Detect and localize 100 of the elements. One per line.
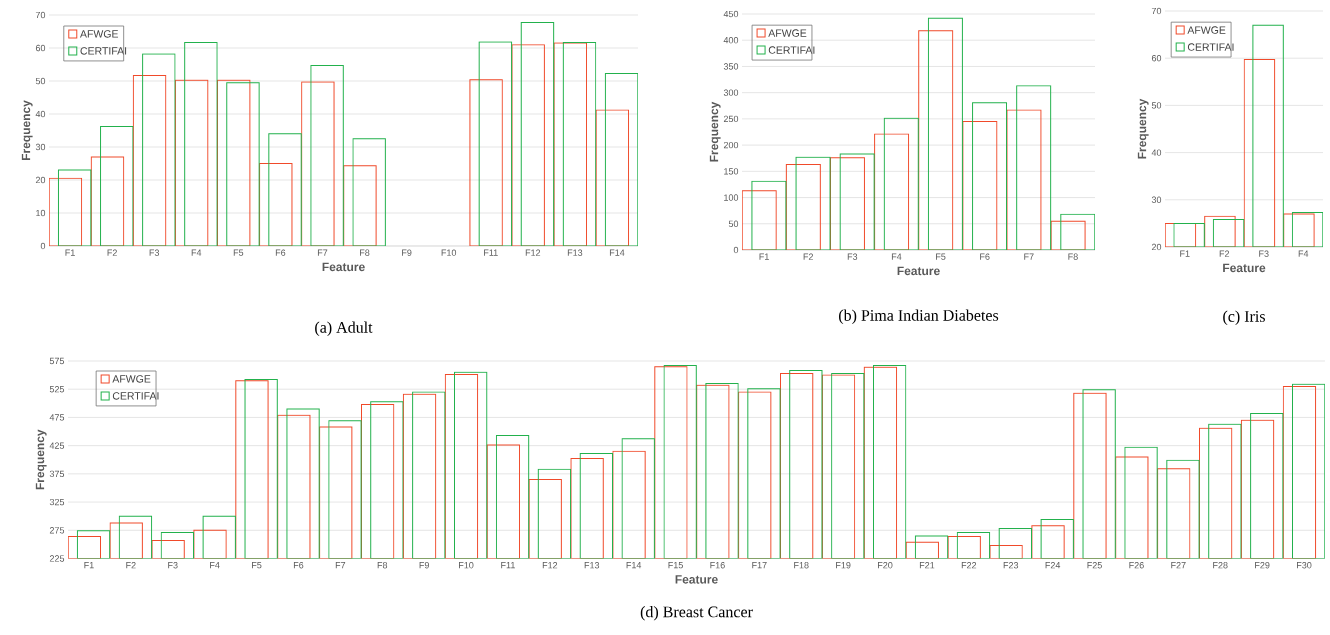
- bar: [310, 64, 344, 246]
- bar: [1060, 213, 1095, 250]
- y-tick-label: 10: [36, 209, 46, 217]
- x-tick-label: F5: [936, 253, 946, 260]
- y-tick-label: 60: [35, 44, 46, 52]
- y-tick-label: 325: [49, 498, 65, 506]
- x-tick-label: F9: [402, 249, 412, 256]
- y-tick-label: 70: [35, 11, 46, 19]
- x-tick-label: F17: [752, 562, 767, 569]
- x-tick-label: F1: [84, 562, 94, 569]
- x-tick-label: F8: [377, 562, 388, 569]
- legend-label: CERTIFAI: [768, 46, 815, 54]
- x-tick-label: F2: [107, 249, 117, 256]
- x-tick-label: F1: [65, 249, 75, 256]
- y-tick-label: 250: [723, 115, 739, 123]
- x-tick-label: F23: [1003, 562, 1019, 569]
- bar: [268, 133, 302, 246]
- y-tick-label: 200: [723, 141, 739, 149]
- y-tick-label: 40: [1151, 149, 1162, 156]
- bar: [49, 177, 83, 246]
- y-tick-label: 60: [1151, 55, 1162, 62]
- y-tick-label: 300: [723, 89, 739, 96]
- x-tick-label: F13: [584, 562, 600, 569]
- x-tick-label: F4: [1298, 250, 1309, 257]
- x-tick-label: F16: [710, 562, 725, 569]
- x-tick-label: F6: [980, 253, 990, 260]
- x-tick-label: F6: [275, 249, 286, 256]
- x-tick-label: F3: [847, 253, 858, 260]
- x-tick-label: F20: [878, 562, 893, 569]
- legend-label: AFWGE: [768, 29, 807, 37]
- y-tick-label: 50: [35, 77, 46, 85]
- y-tick-label: 375: [49, 470, 65, 478]
- x-tick-label: F1: [759, 253, 769, 260]
- y-tick-label: 20: [1151, 243, 1162, 251]
- x-tick-label: F7: [317, 249, 328, 256]
- x-tick-label: F15: [668, 562, 683, 569]
- bar: [478, 41, 513, 246]
- legend-label: CERTIFAI: [112, 392, 159, 400]
- y-tick-label: 350: [723, 63, 739, 70]
- y-tick-label: 50: [1151, 102, 1162, 109]
- y-tick-label: 30: [1151, 196, 1162, 203]
- y-axis-title: Frequency: [21, 100, 33, 161]
- legend-label: CERTIFAI: [80, 47, 127, 55]
- y-tick-label: 70: [1151, 7, 1162, 15]
- y-tick-label: 525: [49, 386, 65, 393]
- bar: [57, 169, 92, 246]
- y-tick-label: 30: [35, 143, 46, 151]
- legend-label: AFWGE: [1187, 26, 1226, 34]
- text: (b) Pima Indian Diabetes: [839, 309, 999, 325]
- x-tick-label: F25: [1087, 562, 1102, 569]
- x-tick-label: F29: [1255, 562, 1270, 569]
- x-tick-label: F7: [335, 562, 346, 569]
- x-tick-label: F4: [891, 253, 902, 260]
- x-tick-label: F3: [1259, 250, 1269, 257]
- x-tick-label: F2: [803, 253, 813, 260]
- bar: [839, 153, 875, 250]
- bar: [562, 41, 597, 246]
- y-tick-label: 20: [35, 176, 46, 184]
- x-tick-label: F6: [293, 562, 304, 569]
- text: (d) Breast Cancer: [640, 606, 753, 621]
- x-tick-label: F18: [794, 562, 809, 569]
- x-axis-title: Feature: [1223, 263, 1266, 273]
- y-axis-title: Frequency: [1137, 98, 1149, 159]
- bar: [883, 117, 919, 250]
- bar: [511, 44, 545, 246]
- x-tick-label: F26: [1129, 562, 1144, 569]
- x-tick-label: F9: [419, 562, 429, 569]
- bar: [595, 109, 630, 246]
- bar: [142, 53, 176, 246]
- x-tick-label: F10: [441, 249, 457, 256]
- x-tick-label: F10: [459, 562, 474, 569]
- x-tick-label: F13: [567, 249, 583, 256]
- bar: [100, 126, 134, 246]
- y-axis-title: Frequency: [709, 101, 721, 162]
- x-tick-label: F12: [542, 562, 558, 569]
- x-tick-label: F3: [168, 562, 178, 569]
- bar: [962, 121, 998, 250]
- x-tick-label: F2: [1219, 250, 1230, 257]
- x-tick-label: F11: [501, 562, 515, 569]
- bar: [1006, 109, 1042, 250]
- y-tick-label: 225: [49, 555, 65, 562]
- y-tick-label: 50: [728, 220, 739, 227]
- x-tick-label: F5: [233, 249, 244, 256]
- bar: [352, 138, 386, 246]
- y-tick-label: 0: [40, 242, 46, 250]
- bar: [604, 72, 639, 246]
- x-tick-label: F5: [252, 562, 262, 569]
- bar: [927, 17, 963, 250]
- x-tick-label: F28: [1213, 562, 1228, 569]
- bar: [972, 102, 1008, 250]
- x-tick-label: F19: [836, 562, 851, 569]
- y-tick-label: 425: [49, 442, 65, 449]
- x-tick-label: F1: [1180, 250, 1190, 257]
- x-tick-label: F8: [360, 249, 370, 256]
- y-tick-label: 0: [733, 246, 739, 254]
- text: (a) Adult: [315, 321, 373, 337]
- x-tick-label: F8: [1068, 253, 1078, 260]
- x-axis-title: Feature: [897, 266, 940, 276]
- bar: [226, 82, 260, 246]
- y-tick-label: 150: [724, 168, 739, 175]
